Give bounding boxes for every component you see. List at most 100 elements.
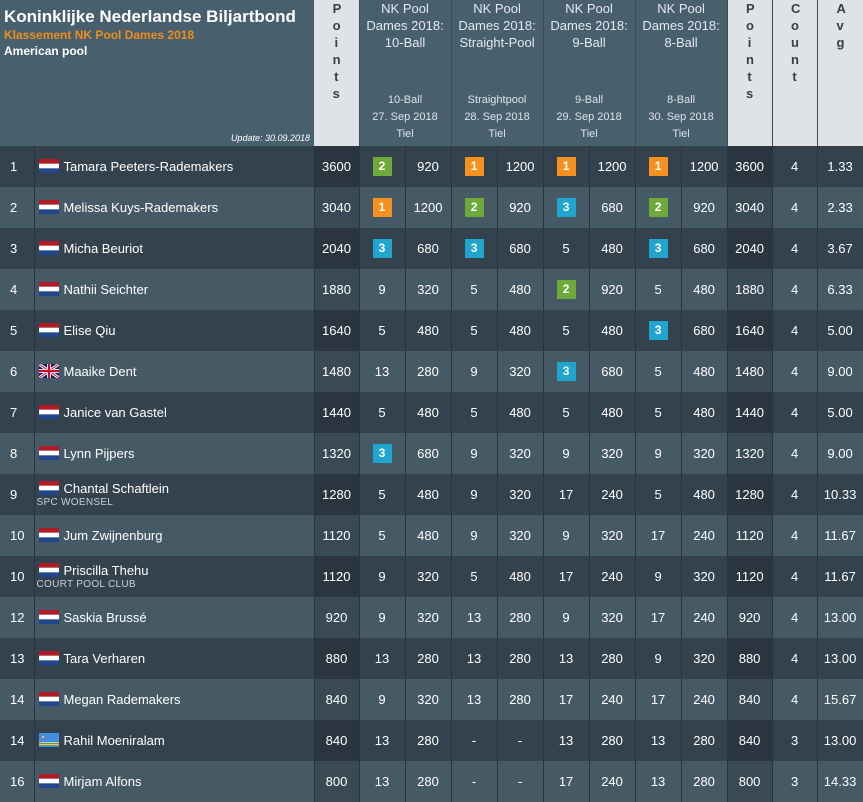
tournament-points-cell: 280 [497,597,544,638]
avg-cell: 6.33 [817,269,863,310]
count-cell: 4 [772,351,818,392]
player-cell[interactable]: Lynn Pijpers [34,433,315,474]
tournament-points-cell: 480 [681,474,728,515]
table-row[interactable]: 16 Mirjam Alfons 800 13 280- -17 240 13 280 800 3 1… [0,761,863,802]
total-points-cell: 1440 [727,392,773,433]
tournament-points-cell: 320 [405,556,452,597]
place-cell: 17 [543,474,590,515]
place-value: 17 [558,774,574,789]
tournament-points-cell: 280 [405,761,452,802]
table-row[interactable]: 13 Tara Verharen 880 13 280 13 280 13 280 9 320 880… [0,638,863,679]
count-cell: 4 [772,638,818,679]
player-cell[interactable]: Priscilla Thehu COURT POOL CLUB [34,556,315,597]
total-points-cell: 1280 [727,474,773,515]
total-points-cell: 3040 [727,187,773,228]
table-row[interactable]: 14 Rahil Moeniralam 840 13 280- -13 280 13 280 84… [0,720,863,761]
rank: 13 [0,638,35,679]
header-title-block: Koninklijke Nederlandse Biljartbond Klas… [0,0,315,146]
points-cell: 800 [314,761,360,802]
count-cell: 4 [772,515,818,556]
table-row[interactable]: 3 Micha Beuriot 2040 3 680 3 680 5 480 3 680 2040 4 3… [0,228,863,269]
count-cell: 4 [772,433,818,474]
place-cell: 9 [635,638,682,679]
table-row[interactable]: 10 Priscilla Thehu COURT POOL CLUB 1120 9 320… [0,556,863,597]
tournament-name: NK Pool Dames 2018: 8-Ball [642,1,720,50]
place-value: 13 [374,651,390,666]
place-value: 5 [378,323,386,338]
tournament-points-cell: 280 [405,351,452,392]
player-cell[interactable]: Rahil Moeniralam [34,720,315,761]
place-value: 17 [650,692,666,707]
table-row[interactable]: 14 Megan Rademakers 840 9 320 13 280 17 240 17 240… [0,679,863,720]
place-cell: 5 [635,392,682,433]
tournament-points-cell: 680 [681,228,728,269]
total-points-cell: 1480 [727,351,773,392]
tournament-header-2[interactable]: NK Pool Dames 2018: Straight-Pool Straig… [451,0,544,146]
tournament-name: NK Pool Dames 2018: 9-Ball [550,1,628,50]
table-row[interactable]: 4 Nathii Seichter 1880 9 320 5 480 2 920 5 480 1880… [0,269,863,310]
tournament-header-4[interactable]: NK Pool Dames 2018: 8-Ball 8-Ball 30. Sep… [635,0,728,146]
place-cell: 9 [543,515,590,556]
tournament-points-cell: 320 [589,597,636,638]
update-date: Update: 30.09.2018 [230,133,311,143]
points-cell: 920 [314,597,360,638]
place-badge: 1 [372,198,392,217]
place-value: 5 [378,405,386,420]
tournament-points-cell: 280 [681,761,728,802]
place-badge: 3 [372,239,392,258]
tournament-header-1[interactable]: NK Pool Dames 2018: 10-Ball 10-Ball 27. S… [359,0,452,146]
place-cell: 13 [635,720,682,761]
player-cell[interactable]: Tamara Peeters-Rademakers [34,146,315,187]
player-cell[interactable]: Saskia Brussé [34,597,315,638]
rank: 3 [0,228,35,269]
place-value: 5 [562,323,570,338]
player-cell[interactable]: Jum Zwijnenburg [34,515,315,556]
tournament-header-3[interactable]: NK Pool Dames 2018: 9-Ball 9-Ball 29. Sep… [543,0,636,146]
vertical-label: Points [332,1,342,101]
tournament-points-cell: 680 [497,228,544,269]
tournament-points-cell: 680 [589,351,636,392]
count-header: Count [772,0,818,146]
table-row[interactable]: 6 Maaike Dent 1480 13 280 9 320 3 680 5 480 1480 4 9.… [0,351,863,392]
player-cell[interactable]: Micha Beuriot [34,228,315,269]
place-cell: 5 [635,474,682,515]
gb-flag-icon [35,363,64,379]
player-cell[interactable]: Megan Rademakers [34,679,315,720]
nl-flag-icon [35,691,64,707]
player-cell[interactable]: Maaike Dent [34,351,315,392]
player-name: Chantal Schaftlein [63,481,170,497]
player-cell[interactable]: Mirjam Alfons [34,761,315,802]
place-value: 9 [654,569,662,584]
place-value: 9 [378,610,386,625]
nl-flag-icon [35,650,64,666]
tournament-points-cell: 280 [405,638,452,679]
table-row[interactable]: 5 Elise Qiu 1640 5 480 5 480 5 480 3 680 1640 4 5.00 [0,310,863,351]
avg-cell: 5.00 [817,310,863,351]
tournament-points-cell: 680 [405,433,452,474]
table-row[interactable]: 1 Tamara Peeters-Rademakers 3600 2 920 1 1200 1… [0,146,863,187]
place-cell: 17 [635,679,682,720]
table-row[interactable]: 8 Lynn Pijpers 1320 3 680 9 320 9 320 9 320 1320 4 9.… [0,433,863,474]
table-row[interactable]: 10 Jum Zwijnenburg 1120 5 480 9 320 9 320 17 240 11… [0,515,863,556]
table-row[interactable]: 7 Janice van Gastel 1440 5 480 5 480 5 480 5 480 14… [0,392,863,433]
table-row[interactable]: 2 Melissa Kuys-Rademakers 3040 1 1200 2 920 3 68… [0,187,863,228]
nl-flag-icon [35,158,64,174]
place-value: 5 [470,323,478,338]
place-cell: 13 [359,720,406,761]
nl-flag-icon [35,609,64,625]
player-cell[interactable]: Tara Verharen [34,638,315,679]
place-badge: 2 [372,157,392,176]
tournament-points-cell: 1200 [589,146,636,187]
player-cell[interactable]: Melissa Kuys-Rademakers [34,187,315,228]
table-row[interactable]: 9 Chantal Schaftlein SPC WOENSEL 1280 5 480 9 3… [0,474,863,515]
place-value: 5 [654,405,662,420]
player-cell[interactable]: Janice van Gastel [34,392,315,433]
nl-flag-icon [35,240,64,256]
player-cell[interactable]: Nathii Seichter [34,269,315,310]
tournament-points-cell: 480 [589,228,636,269]
player-cell[interactable]: Elise Qiu [34,310,315,351]
place-cell: 9 [451,351,498,392]
table-row[interactable]: 12 Saskia Brussé 920 9 320 13 280 9 320 17 240 920 4… [0,597,863,638]
player-cell[interactable]: Chantal Schaftlein SPC WOENSEL [34,474,315,515]
